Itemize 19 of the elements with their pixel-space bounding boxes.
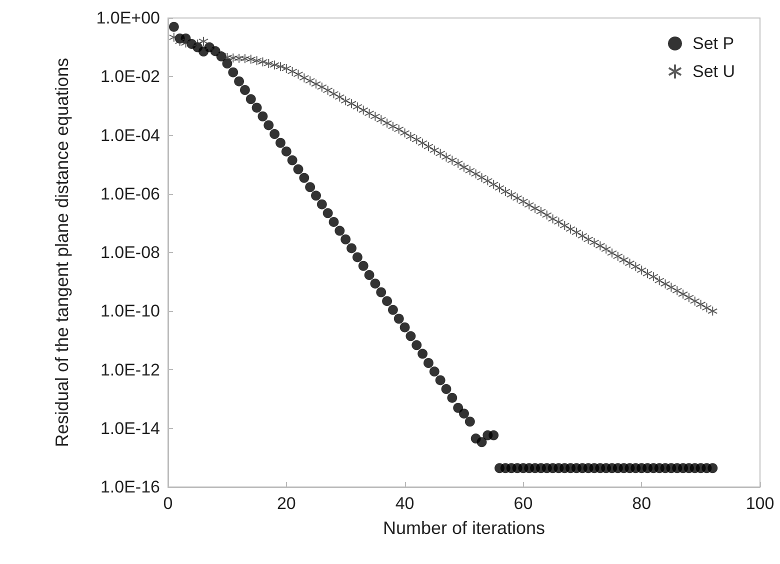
x-tick-label: 80: [632, 494, 652, 513]
x-axis-title: Number of iterations: [382, 518, 546, 538]
y-tick-label: 1.0E+00: [96, 8, 160, 28]
y-tick-label: 1.0E-16: [100, 478, 160, 496]
y-tick-label: 1.0E-02: [100, 67, 160, 86]
y-tick-label: 1.0E-10: [100, 302, 160, 321]
y-tick-label: 1.0E-08: [100, 243, 160, 262]
y-tick-label: 1.0E-14: [100, 418, 160, 438]
x-tick-label: 40: [395, 494, 414, 513]
y-tick-label: 1.0E-04: [100, 126, 160, 145]
legend-label: Set U: [692, 62, 736, 81]
x-tick-label: 60: [514, 494, 533, 513]
x-tick-label: 20: [276, 494, 296, 513]
y-axis-title: Residual of the tangent plane distance equations: [52, 58, 72, 448]
legend-label: Set P: [692, 34, 734, 53]
y-tick-label: 1.0E-06: [100, 184, 160, 204]
y-tick-label: 1.0E-12: [100, 360, 160, 380]
x-tick-label: 100: [746, 494, 774, 513]
x-tick-label: 0: [163, 494, 173, 513]
